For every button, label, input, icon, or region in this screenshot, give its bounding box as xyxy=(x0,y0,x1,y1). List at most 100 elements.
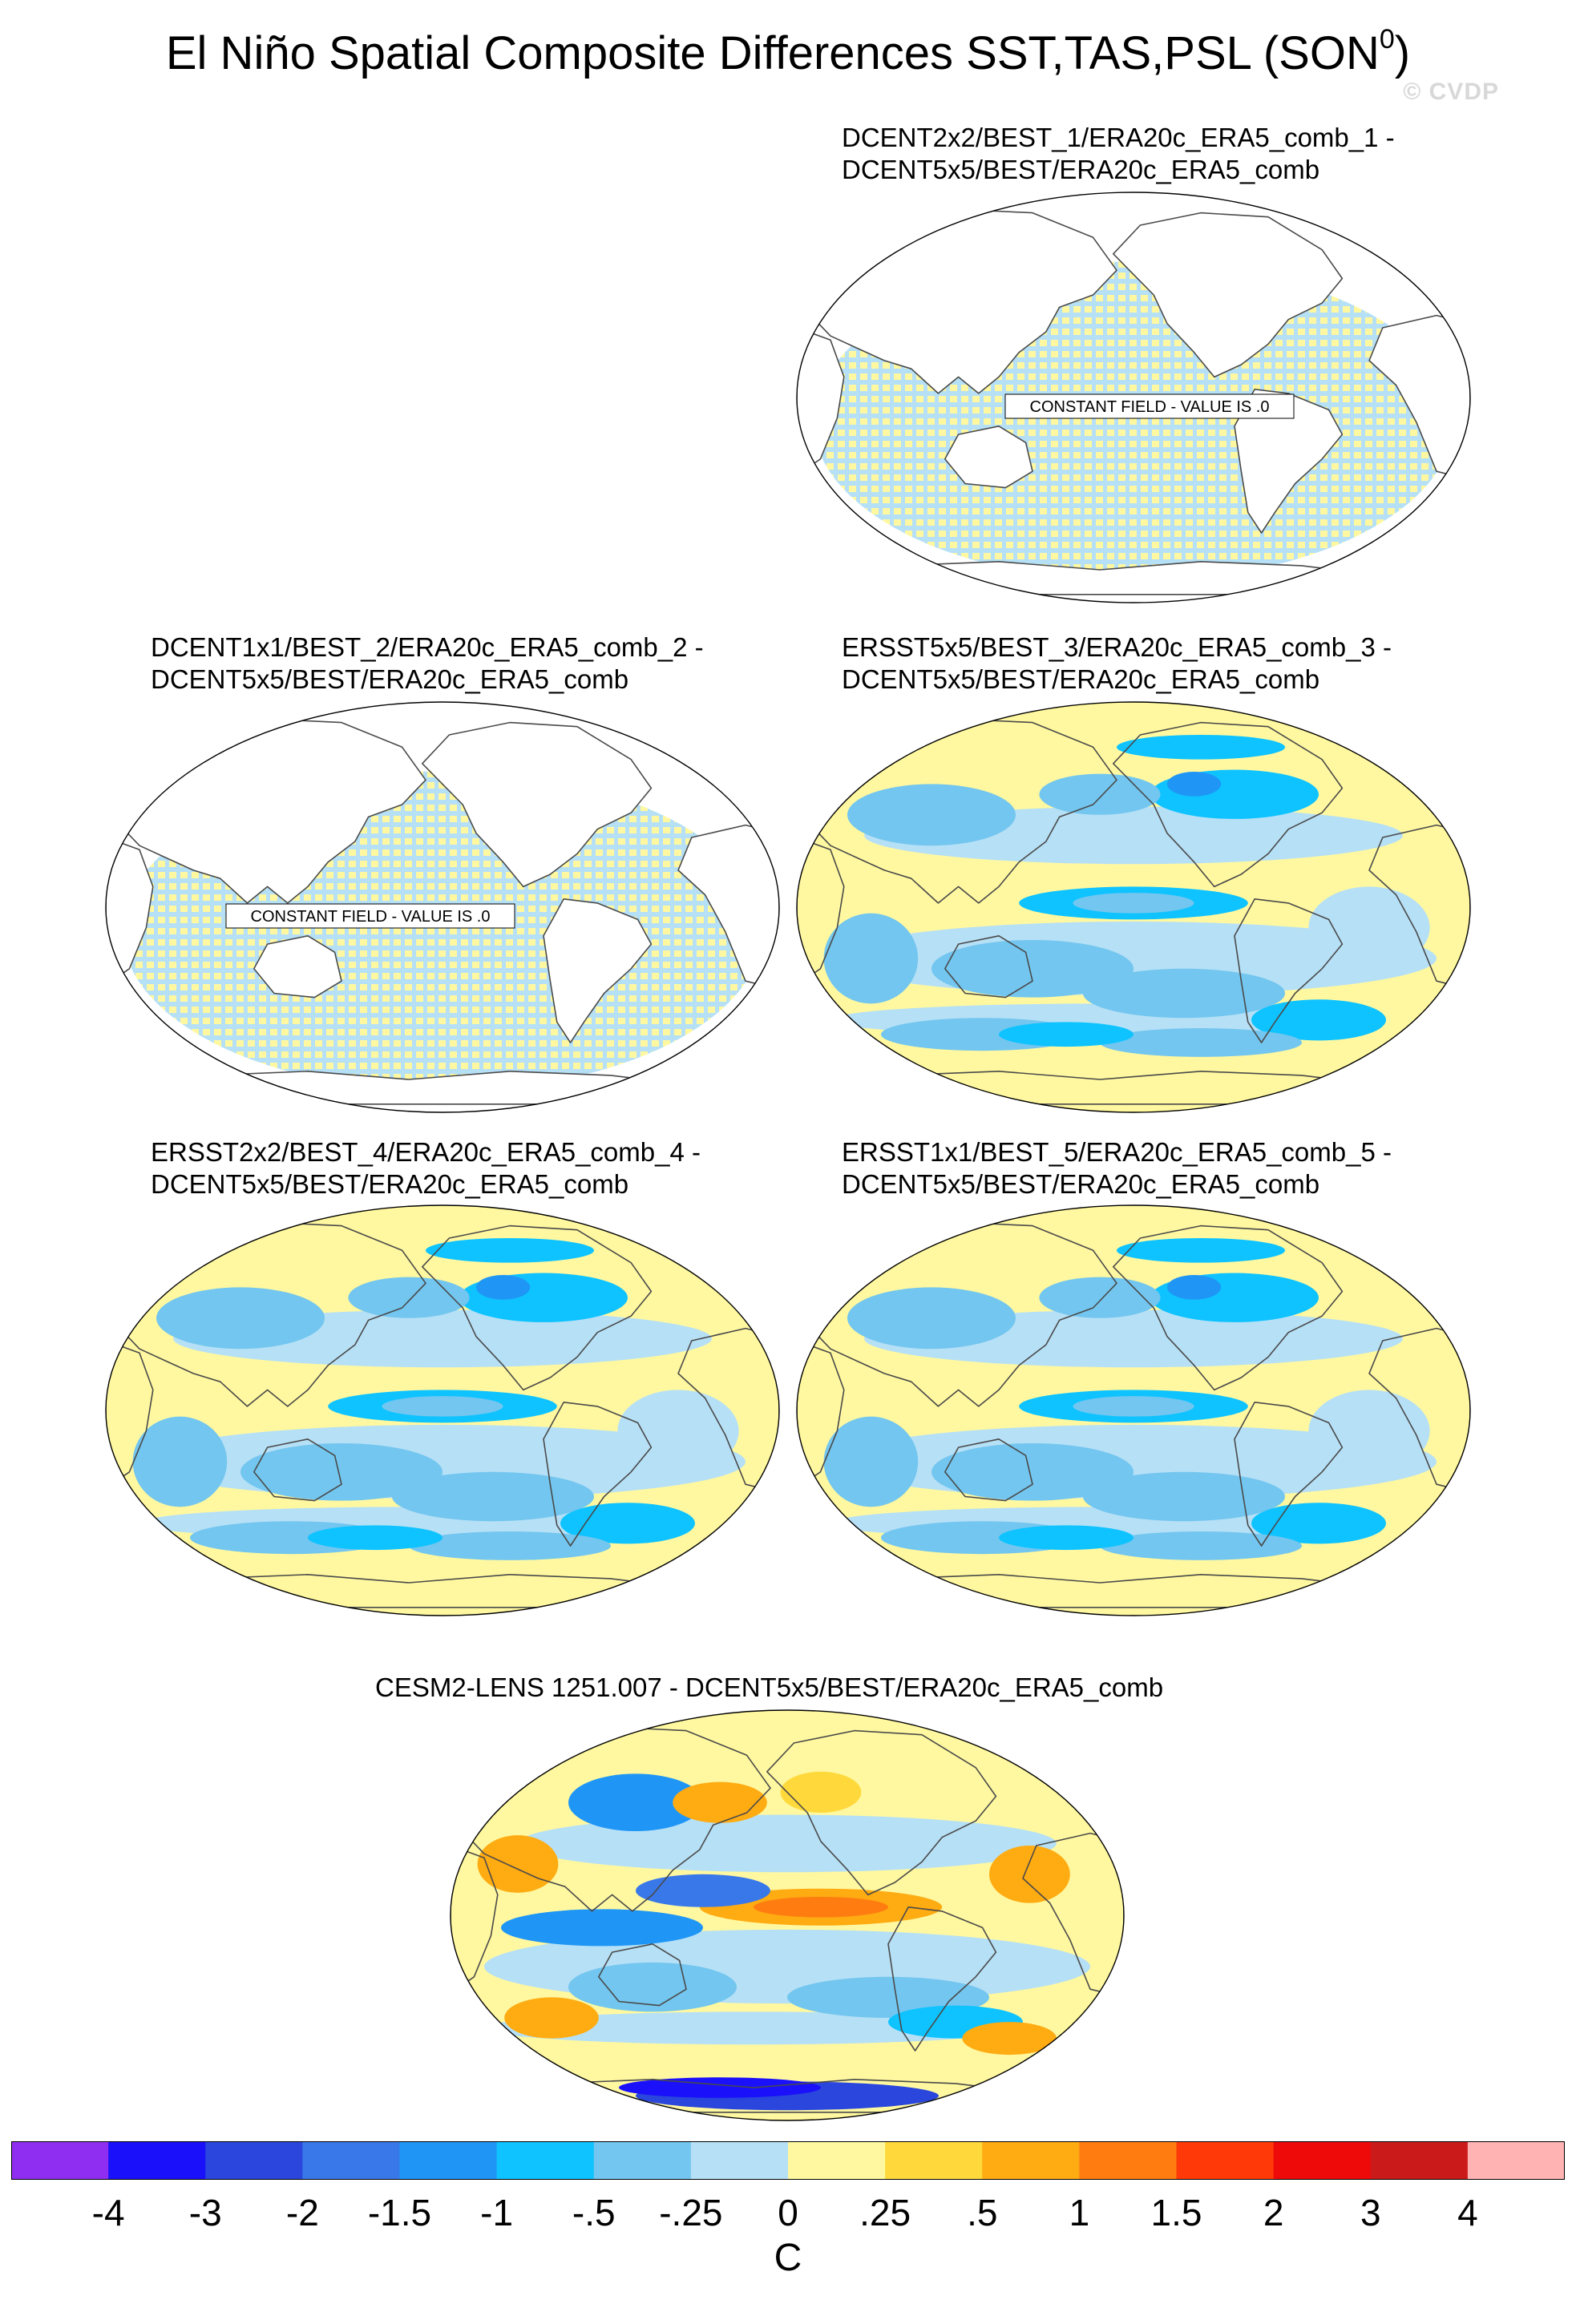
field-blob xyxy=(1083,1471,1285,1522)
colorbar-swatch-1 xyxy=(108,2141,206,2180)
colorbar-swatch-9 xyxy=(885,2141,983,2180)
colorbar-tick-label: -3 xyxy=(188,2192,222,2233)
continent-outline xyxy=(797,327,845,477)
colorbar-swatch-13 xyxy=(1273,2141,1372,2180)
colorbar-tick-label: 0 xyxy=(778,2192,798,2233)
colorbar-tick-label: .25 xyxy=(859,2192,911,2233)
field-blob xyxy=(308,1525,442,1551)
continent-outline xyxy=(897,1574,1370,1608)
continent-outline xyxy=(253,935,342,999)
colorbar-unit-label: C xyxy=(774,2237,802,2279)
colorbar xyxy=(11,2141,1565,2180)
map-border xyxy=(105,1204,780,1616)
continent-outline xyxy=(797,837,845,986)
colorbar-swatch-7 xyxy=(690,2141,789,2180)
continent-outline xyxy=(802,717,1117,904)
continent-outline xyxy=(802,1221,1117,1407)
field-blob xyxy=(504,1997,599,2039)
field-blob xyxy=(1100,1531,1302,1560)
continent-outline xyxy=(106,837,154,986)
colorbar-swatch-11 xyxy=(1079,2141,1177,2180)
field-blob xyxy=(1251,1503,1386,1544)
continent-outline xyxy=(897,1071,1370,1105)
continent-outline xyxy=(206,1574,679,1608)
map-border xyxy=(450,1709,1125,2121)
field-blob xyxy=(409,1531,611,1560)
continent-outline xyxy=(897,561,1370,595)
field-blob xyxy=(501,1909,703,1947)
field-blob xyxy=(754,1896,888,1918)
continent-outline xyxy=(1113,212,1344,378)
continent-outline xyxy=(944,935,1033,999)
field-blob xyxy=(1073,1396,1194,1417)
colorbar-tick-label: .5 xyxy=(967,2192,998,2233)
field-blob xyxy=(1308,886,1430,969)
field-blob xyxy=(617,1390,739,1472)
field-blob xyxy=(931,1442,1134,1501)
continent-outline xyxy=(106,1340,154,1490)
field-blob xyxy=(1039,773,1161,815)
field-blob xyxy=(1073,893,1194,914)
colorbar-swatch-15 xyxy=(1467,2141,1565,2180)
field-blob xyxy=(426,1237,594,1263)
field-blob xyxy=(847,1287,1016,1350)
map-panel-1: CONSTANT FIELD - VALUE IS .0 xyxy=(794,189,1473,606)
map-border xyxy=(796,1204,1471,1616)
map-border xyxy=(796,192,1471,603)
panel-3-label: ERSST5x5/BEST_3/ERA20c_ERA5_comb_3 - DCEN… xyxy=(842,632,1392,694)
field-blob xyxy=(989,1845,1070,1903)
constant-field-box xyxy=(1004,393,1295,419)
constant-field-note: CONSTANT FIELD - VALUE IS .0 xyxy=(251,908,491,926)
continent-outline xyxy=(422,721,653,888)
field-blob xyxy=(1167,1275,1222,1300)
colorbar-swatch-12 xyxy=(1176,2141,1275,2180)
field-blob xyxy=(999,1022,1134,1047)
colorbar-tick-label: -.5 xyxy=(572,2192,616,2233)
continent-outline xyxy=(1234,389,1344,534)
continent-outline xyxy=(944,426,1033,489)
continent-outline xyxy=(456,1725,771,1912)
field-blob xyxy=(1083,968,1285,1019)
cvdp-watermark: © CVDP xyxy=(1403,79,1499,105)
colorbar-tick-label: 1 xyxy=(1069,2192,1090,2233)
colorbar-tick-label: 1.5 xyxy=(1150,2192,1202,2233)
field-blob xyxy=(636,1874,770,1907)
colorbar-swatch-3 xyxy=(302,2141,400,2180)
field-blob xyxy=(156,1287,325,1350)
continent-outline xyxy=(451,1845,499,1995)
field-blob xyxy=(823,1416,919,1507)
colorbar-tick-label: -2 xyxy=(285,2192,319,2233)
continent-outline xyxy=(797,1340,845,1490)
field-blob xyxy=(132,1416,228,1507)
field-blob xyxy=(1251,999,1386,1041)
field-blob xyxy=(673,1781,767,1823)
continent-outline xyxy=(1234,1402,1344,1547)
field-blob xyxy=(477,1835,559,1893)
continent-outline xyxy=(111,1221,426,1407)
field-blob xyxy=(1167,772,1222,797)
field-blob xyxy=(962,2022,1057,2056)
continent-outline xyxy=(944,1438,1033,1502)
colorbar-tick-label: 4 xyxy=(1457,2192,1478,2233)
colorbar-tick-label: 2 xyxy=(1263,2192,1284,2233)
field-blob xyxy=(1117,1237,1285,1263)
field-blob xyxy=(823,913,919,1004)
colorbar-swatch-6 xyxy=(593,2141,692,2180)
field-blob xyxy=(484,2011,1023,2045)
colorbar-swatch-8 xyxy=(788,2141,886,2180)
colorbar-tick-label: -1 xyxy=(480,2192,514,2233)
continent-outline xyxy=(766,1729,997,1896)
figure-title: El Niño Spatial Composite Differences SS… xyxy=(165,24,1411,79)
field-blob xyxy=(619,2077,821,2098)
constant-field-note: CONSTANT FIELD - VALUE IS .0 xyxy=(1030,398,1270,416)
field-blob xyxy=(1117,734,1285,760)
constant-field-box xyxy=(225,903,515,929)
field-blob xyxy=(348,1277,470,1318)
panel-6-label: CESM2-LENS 1251.007 - DCENT5x5/BEST/ERA2… xyxy=(375,1672,1164,1702)
field-blob xyxy=(392,1471,594,1522)
field-blob xyxy=(568,1962,737,2012)
colorbar-swatch-0 xyxy=(11,2141,109,2180)
colorbar-swatch-4 xyxy=(399,2141,498,2180)
colorbar-swatch-5 xyxy=(496,2141,595,2180)
field-blob xyxy=(1039,1277,1161,1318)
